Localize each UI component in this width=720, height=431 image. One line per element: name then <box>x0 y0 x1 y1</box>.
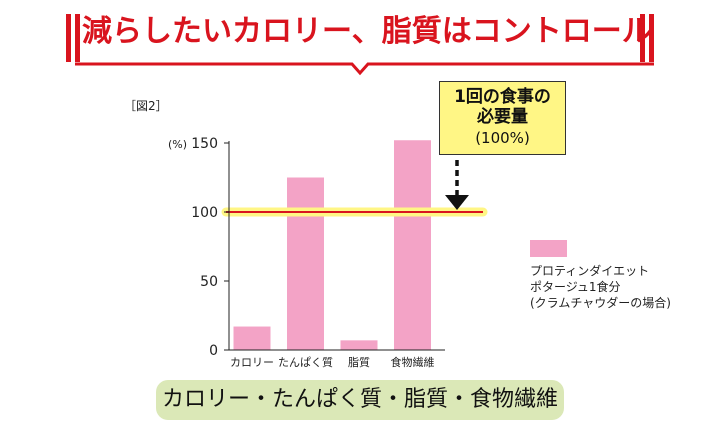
callout-arrow-head <box>445 195 469 210</box>
y-tick-label-3: 150 <box>191 136 218 152</box>
banner-underline <box>75 62 654 76</box>
legend-line-1: プロティンダイエット <box>530 264 650 278</box>
legend-text: プロティンダイエット ポタージュ1食分 (クラムチャウダーの場合) <box>530 263 671 311</box>
footer-categories-pill: カロリー・たんぱく質・脂質・食物繊維 <box>156 380 564 420</box>
bar-2 <box>340 340 378 350</box>
banner-left-stripe-2 <box>75 14 80 62</box>
bar-1 <box>287 177 324 350</box>
banner-left-stripe-1 <box>66 14 71 62</box>
legend-swatch <box>530 240 567 257</box>
bar-0 <box>233 326 271 350</box>
banner-right-stripe-1 <box>640 14 645 62</box>
banner-right-stripe-2 <box>649 14 654 62</box>
requirement-callout: 1回の食事の 必要量 (100%) <box>439 81 566 155</box>
bar-3 <box>394 140 431 350</box>
y-tick-label-1: 50 <box>200 274 218 290</box>
x-tick-label-1: たんぱく質 <box>278 355 333 369</box>
legend-line-3: (クラムチャウダーの場合) <box>530 296 671 310</box>
y-tick-label-2: 100 <box>191 205 218 221</box>
legend-line-2: ポタージュ1食分 <box>530 280 621 294</box>
x-tick-label-3: 食物繊維 <box>391 355 435 369</box>
callout-line-2: 必要量 <box>477 107 528 127</box>
y-unit-label: (%) <box>168 138 187 151</box>
banner-title: 減らしたいカロリー、脂質はコントロール <box>82 14 652 49</box>
x-tick-label-2: 脂質 <box>348 355 370 369</box>
bar-chart: 0 50 100 150 (%) カロリー たんぱく質 脂質 食物繊維 <box>168 136 488 369</box>
figure-label: ［図2］ <box>124 99 168 113</box>
callout-line-3: (100%) <box>475 129 530 147</box>
y-tick-label-0: 0 <box>209 343 218 359</box>
x-tick-label-0: カロリー <box>230 356 274 369</box>
callout-line-1: 1回の食事の <box>454 87 551 107</box>
